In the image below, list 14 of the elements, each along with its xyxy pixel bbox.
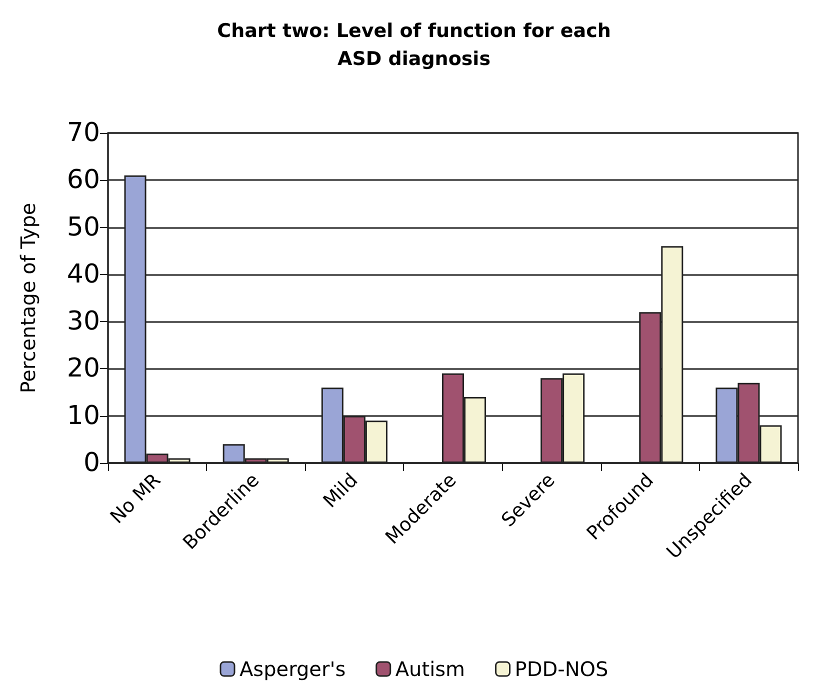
y-tick-label: 50 — [66, 212, 100, 242]
y-tick-label: 60 — [66, 165, 100, 196]
legend-label: Autism — [395, 657, 466, 681]
y-tick-label: 40 — [66, 259, 100, 290]
y-tick-label: 30 — [66, 306, 100, 337]
legend-label: PDD-NOS — [514, 657, 608, 681]
y-tick-label: 0 — [83, 448, 100, 478]
x-tick-label: No MR — [106, 469, 166, 528]
chart-title: Chart two: Level of function for each ASD diagnosis — [217, 20, 611, 70]
y-tick-label: 70 — [66, 118, 100, 148]
y-tick-label: 10 — [66, 400, 100, 431]
y-axis-title: Percentage of Type — [16, 202, 40, 394]
legend-label: Asperger's — [240, 657, 346, 681]
y-tick-label: 20 — [66, 354, 100, 384]
